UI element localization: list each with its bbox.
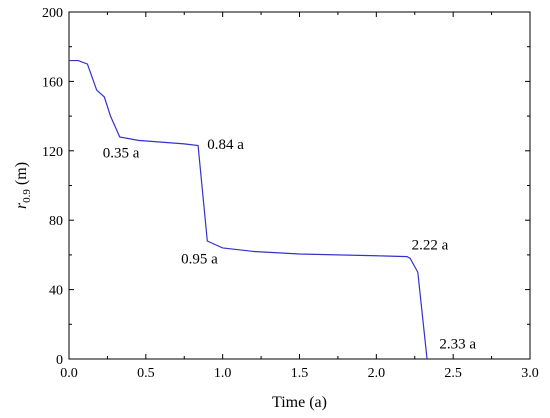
x-tick-label: 1.0: [214, 366, 232, 381]
series-line: [69, 59, 428, 360]
y-axis-title-sub: 0.9: [21, 189, 33, 203]
annotation-label: 0.95 a: [181, 252, 218, 268]
x-tick-label: 1.5: [291, 366, 309, 381]
y-axis-title-main: r: [13, 202, 30, 209]
y-axis-title-unit: (m): [13, 162, 30, 189]
y-tick-label: 160: [42, 75, 63, 90]
y-tick-label: 200: [42, 6, 63, 21]
annotations: 0.35 a 0.84 a 0.95 a 2.22 a 2.33 a: [103, 137, 477, 353]
x-tick-label: 0.0: [60, 366, 78, 381]
x-axis-ticks: 0.0 0.5 1.0 1.5 2.0 2.5 3.0: [60, 12, 539, 381]
y-axis-title: r0.9 (m): [13, 162, 33, 209]
x-tick-label: 3.0: [521, 366, 539, 381]
annotation-label: 2.22 a: [412, 238, 449, 254]
x-tick-label: 0.5: [137, 366, 155, 381]
y-tick-label: 0: [56, 353, 63, 368]
x-tick-label: 2.5: [444, 366, 462, 381]
y-tick-label: 40: [49, 284, 63, 299]
annotation-label: 0.84 a: [207, 137, 244, 153]
plot-frame: [68, 11, 531, 360]
y-tick-label: 120: [42, 145, 63, 160]
annotation-label: 0.35 a: [103, 146, 140, 162]
y-tick-label: 80: [49, 214, 63, 229]
annotation-label: 2.33 a: [439, 337, 476, 353]
y-axis-ticks: 0 40 80 120 160 200: [42, 6, 530, 368]
x-axis-title: Time (a): [272, 394, 327, 411]
x-tick-label: 2.0: [368, 366, 386, 381]
